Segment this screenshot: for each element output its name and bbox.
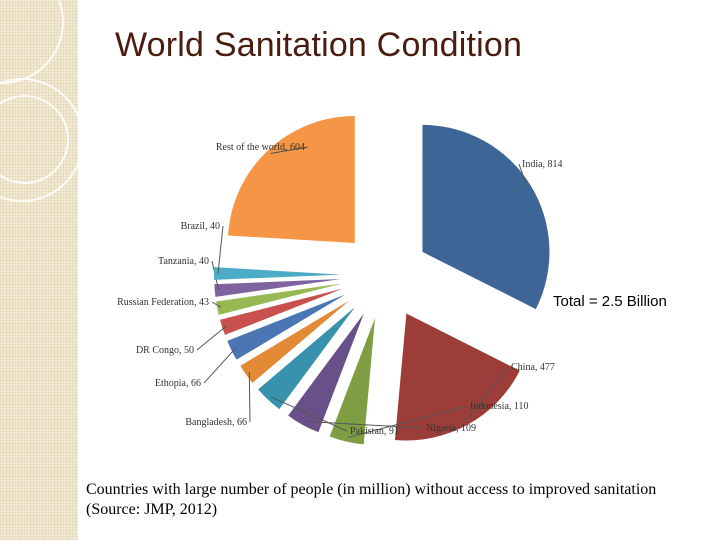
pie-slice-india (422, 124, 550, 310)
leader-line (270, 146, 309, 154)
slice-label: Tanzania, 40 (158, 256, 209, 267)
pie-slice-indonesia (329, 317, 376, 445)
pie-slice-nigeria (288, 313, 364, 433)
pie-slice-china (394, 313, 520, 441)
leader-line (270, 396, 348, 432)
slice-label: India, 814 (522, 159, 563, 170)
slice-label: Ethopia, 66 (155, 378, 201, 389)
decorative-sidebar (0, 0, 78, 540)
leader-line (518, 163, 528, 188)
slice-label: Brazil, 40 (181, 221, 220, 232)
leader-line (196, 325, 227, 351)
slice-label: DR Congo, 50 (136, 345, 194, 356)
pie-slice-brazil (214, 267, 342, 280)
leader-line (203, 348, 236, 384)
slice-label: Pakistan, 91 (350, 426, 399, 437)
slide-title: World Sanitation Condition (115, 26, 523, 64)
pie-slice-tanzania (214, 279, 342, 297)
chart-caption: Countries with large number of people (i… (86, 481, 657, 518)
pie-slice-russian-federation (216, 283, 342, 315)
slice-label: Rest of the world, 604 (216, 142, 305, 153)
pie-slice-rest-of-the-world (228, 115, 355, 243)
slice-label: Bangladesh, 66 (185, 417, 247, 428)
leader-line (217, 225, 224, 274)
leader-line (304, 420, 424, 429)
leader-line (248, 372, 251, 423)
slice-label: Indonesia, 110 (470, 401, 529, 412)
slice-label: Russian Federation, 43 (117, 297, 209, 308)
total-note: Total = 2.5 Billion (553, 293, 667, 310)
slice-label: Nigeria, 109 (426, 423, 476, 434)
leader-line (211, 301, 222, 308)
leader-line (465, 366, 509, 422)
pie-slice-ethopia (227, 294, 346, 360)
pie-slice-dr-congo (220, 288, 344, 335)
slice-label: China, 477 (511, 362, 555, 373)
pie-slice-pakistan (258, 307, 355, 410)
leader-line (347, 405, 468, 439)
pie-slice-bangladesh (240, 300, 350, 383)
